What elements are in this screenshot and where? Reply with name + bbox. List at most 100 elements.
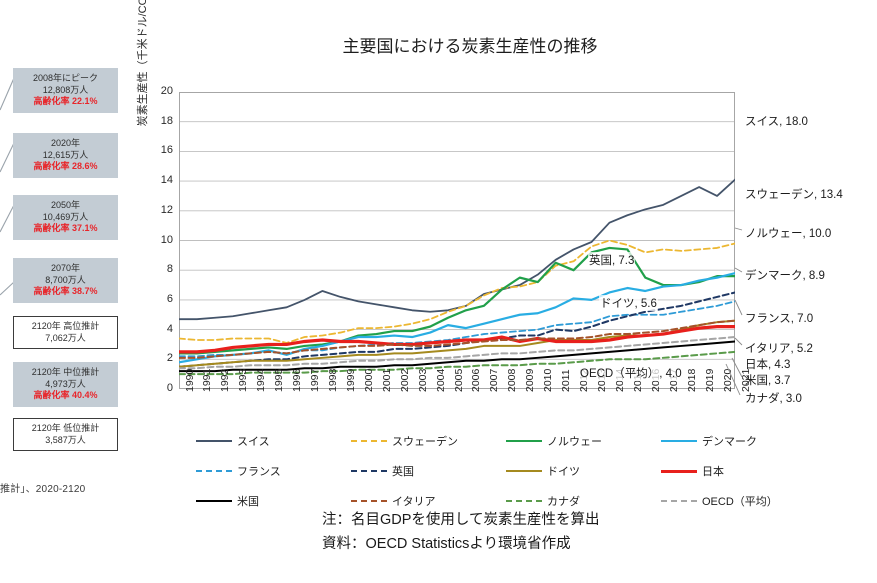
- legend-label: スウェーデン: [392, 436, 458, 448]
- sidebar-box-2: 2020年 12,615万人 高齢化率 28.6%: [13, 133, 118, 178]
- legend-item-4[interactable]: フランス: [196, 463, 351, 479]
- legend-item-9[interactable]: イタリア: [351, 493, 506, 509]
- y-tick-label: 16: [160, 144, 173, 157]
- y-tick-label: 4: [166, 322, 173, 335]
- legend-label: フランス: [237, 466, 281, 478]
- x-tick-label: 2009: [524, 368, 537, 392]
- legend-swatch: [661, 500, 697, 502]
- chart-container: 主要国における炭素生産性の推移 炭素生産性（千米ドル/CO2e） 0 2 4 6 8 10…: [137, 0, 877, 583]
- x-tick-label: 1995: [273, 368, 286, 392]
- sidebar-box-line: 2120年 低位推計: [31, 423, 100, 433]
- population-sidebar: 2008年にピーク 12,808万人 高齢化率 22.1% 2020年 12,615万人…: [0, 0, 140, 583]
- series-end-label: スウェーデン, 13.4: [745, 189, 843, 201]
- sidebar-box-line: 12,615万人: [42, 149, 89, 160]
- legend-label: OECD（平均）: [702, 496, 778, 508]
- legend-item-10[interactable]: カナダ: [506, 493, 661, 509]
- series-line-0: [179, 178, 735, 321]
- x-tick-label: 2003: [416, 368, 429, 392]
- series-line-10: [179, 350, 735, 376]
- series-end-label: イタリア, 5.2: [745, 343, 813, 355]
- x-tick-label: 2020: [721, 368, 734, 392]
- x-tick-label: 1992: [219, 368, 232, 392]
- series-line-11: [179, 336, 735, 370]
- legend-label: デンマーク: [702, 436, 757, 448]
- series-inline-label: ドイツ, 5.6: [599, 295, 658, 311]
- chart-footnotes: 注：名目GDPを使用して炭素生産性を算出 資料：OECD Statisticsよ…: [322, 508, 600, 556]
- sidebar-box-line: 2070年: [50, 263, 81, 273]
- y-axis-title: 炭素生産性（千米ドル/CO2e）: [137, 0, 149, 127]
- aging-rate-label: 高齢化率 40.4%: [33, 390, 98, 400]
- x-tick-label: 2008: [506, 368, 519, 392]
- aging-rate-label: 高齢化率 37.1%: [33, 223, 98, 233]
- sidebar-box-3: 2050年 10,469万人 高齢化率 37.1%: [13, 195, 118, 240]
- series-line-2: [179, 246, 735, 355]
- plot-area: [179, 92, 735, 389]
- x-tick-label: 1994: [255, 368, 268, 392]
- sidebar-box-line: 2008年にピーク: [32, 73, 99, 83]
- sidebar-box-line: 12,808万人: [42, 84, 89, 95]
- legend-label: ノルウェー: [547, 436, 602, 448]
- legend-swatch: [661, 469, 697, 473]
- y-tick-label: 2: [166, 352, 173, 365]
- x-tick-label: 1999: [344, 368, 357, 392]
- footnote-note: 注：名目GDPを使用して炭素生産性を算出: [322, 512, 600, 528]
- aging-rate-label: 高齢化率 22.1%: [33, 96, 98, 106]
- series-end-label: スイス, 18.0: [745, 116, 808, 128]
- x-tick-label: 1990: [183, 368, 196, 392]
- legend-label: 米国: [237, 496, 259, 508]
- legend-label: イタリア: [392, 496, 436, 508]
- sidebar-box-line: 2020年: [50, 138, 81, 148]
- legend-swatch: [351, 470, 387, 472]
- legend-item-3[interactable]: デンマーク: [661, 433, 816, 449]
- x-tick-label: 2004: [434, 368, 447, 392]
- sidebar-box-line: 2050年: [50, 200, 81, 210]
- legend-item-8[interactable]: 米国: [196, 493, 351, 509]
- x-tick-label: 2006: [470, 368, 483, 392]
- legend-item-11[interactable]: OECD（平均）: [661, 493, 816, 509]
- chart-legend: スイス スウェーデン ノルウェー デンマークフランス 英国 ドイツ 日本米国 イタリア カナダ O…: [196, 433, 816, 509]
- x-tick-label: 1996: [291, 368, 304, 392]
- sidebar-box-line: 7,062万人: [45, 332, 86, 343]
- x-tick-label: 2000: [362, 368, 375, 392]
- legend-item-7[interactable]: 日本: [661, 463, 816, 479]
- series-end-label: デンマーク, 8.9: [745, 270, 825, 282]
- x-tick-label: 1998: [326, 368, 339, 392]
- series-line-8: [179, 340, 735, 373]
- legend-item-5[interactable]: 英国: [351, 463, 506, 479]
- x-tick-label: 2002: [398, 368, 411, 392]
- sidebar-box-4: 2070年 8,700万人 高齢化率 38.7%: [13, 258, 118, 303]
- sidebar-box-5: 2120年 高位推計 7,062万人: [13, 316, 118, 349]
- sidebar-box-line: 10,469万人: [42, 211, 89, 222]
- series-inline-label: OECD（平均）, 4.0: [579, 365, 683, 381]
- sidebar-box-line: 3,587万人: [45, 434, 86, 445]
- legend-swatch: [661, 440, 697, 442]
- legend-swatch: [506, 470, 542, 472]
- y-tick-label: 12: [160, 203, 173, 216]
- sidebar-box-line: 2120年 高位推計: [31, 321, 100, 331]
- legend-swatch: [351, 440, 387, 442]
- x-tick-label: 2001: [380, 368, 393, 392]
- sidebar-box-6: 2120年 中位推計 4,973万人 高齢化率 40.4%: [13, 362, 118, 407]
- sidebar-box-line: 4,973万人: [45, 378, 86, 389]
- legend-item-2[interactable]: ノルウェー: [506, 433, 661, 449]
- legend-item-6[interactable]: ドイツ: [506, 463, 661, 479]
- legend-item-1[interactable]: スウェーデン: [351, 433, 506, 449]
- sidebar-connector-lines: [0, 77, 15, 296]
- legend-swatch: [196, 470, 232, 472]
- x-tick-label: 1993: [237, 368, 250, 392]
- series-end-label: カナダ, 3.0: [745, 393, 802, 405]
- legend-swatch: [351, 500, 387, 502]
- x-tick-label: 2010: [542, 368, 555, 392]
- legend-label: カナダ: [547, 496, 580, 508]
- legend-item-0[interactable]: スイス: [196, 433, 351, 449]
- y-tick-label: 10: [160, 233, 173, 246]
- legend-label: 英国: [392, 466, 414, 478]
- x-tick-label: 1991: [201, 368, 214, 392]
- y-tick-label: 20: [160, 85, 173, 97]
- x-tick-label: 2007: [488, 368, 501, 392]
- sidebar-note: 推計」、2020-2120: [0, 484, 86, 495]
- sidebar-box-line: 8,700万人: [45, 274, 86, 285]
- footnote-source: 資料：OECD Statisticsより環境省作成: [322, 536, 571, 552]
- y-tick-label: 14: [160, 174, 173, 187]
- x-tick-label: 2011: [560, 369, 573, 392]
